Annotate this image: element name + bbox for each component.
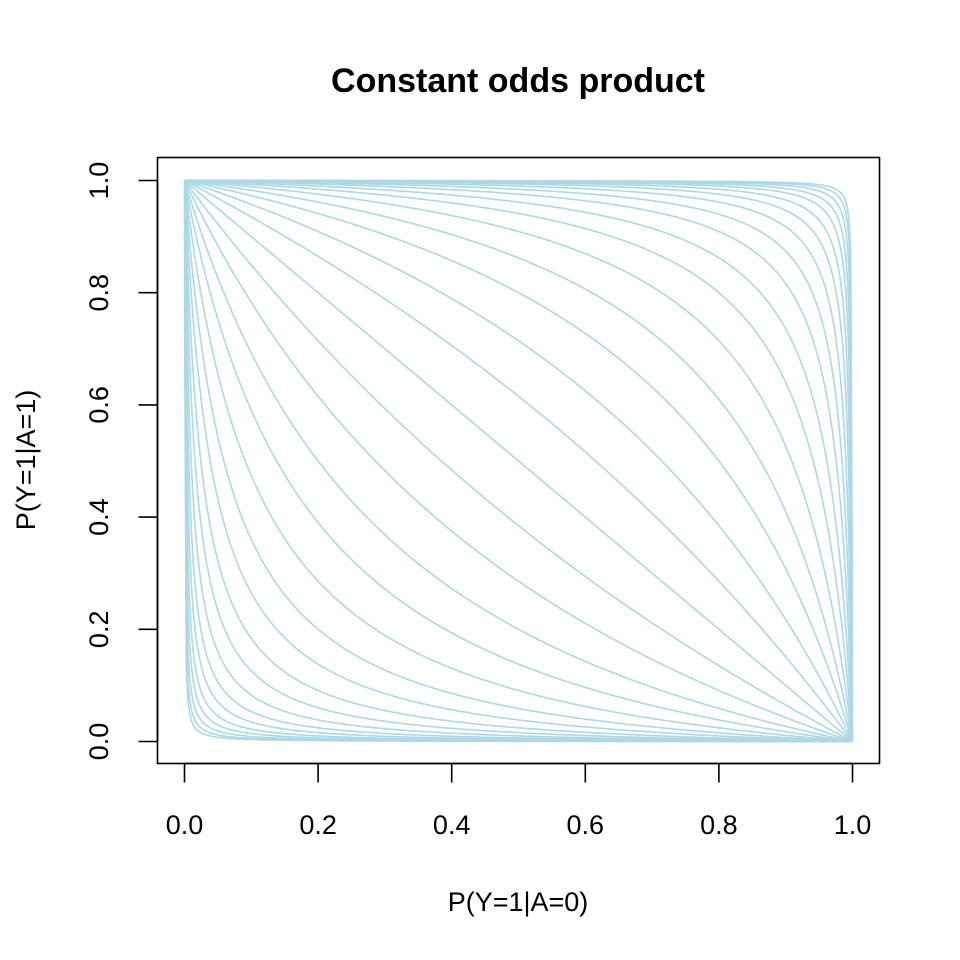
y-tick-label-4: 0.8 [84, 274, 114, 312]
x-axis: 0.0 0.2 0.4 0.6 0.8 1.0 [166, 762, 872, 840]
curve-20 [184, 179, 854, 742]
y-axis: 0.0 0.2 0.4 0.6 0.8 1.0 [84, 162, 159, 761]
y-tick-label-2: 0.4 [84, 498, 114, 536]
curve-2 [183, 231, 853, 743]
x-tick-label-2: 0.4 [433, 810, 471, 840]
curve-5 [183, 194, 853, 743]
curve-13 [183, 180, 853, 743]
curve-24 [184, 179, 854, 741]
curve-16 [183, 180, 853, 743]
x-tick-label-5: 1.0 [834, 810, 872, 840]
curve-33 [184, 179, 854, 665]
curve-29 [184, 179, 854, 728]
curve-28 [184, 179, 854, 733]
x-axis-label: P(Y=1|A=0) [448, 887, 589, 917]
x-tick-label-4: 0.8 [700, 810, 738, 840]
curve-34 [184, 179, 854, 630]
curve-10 [183, 181, 853, 743]
y-tick-label-1: 0.2 [84, 611, 114, 649]
x-tick-label-1: 0.2 [299, 810, 337, 840]
curve-21 [184, 179, 854, 742]
curve-30 [184, 179, 854, 720]
x-tick-label-0: 0.0 [166, 810, 204, 840]
curve-18 [184, 179, 854, 742]
curves-group [183, 179, 854, 743]
curve-12 [183, 180, 853, 743]
curve-17 [184, 179, 853, 743]
curve-4 [183, 202, 853, 743]
chart-title: Constant odds product [331, 62, 705, 100]
curve-19 [184, 179, 854, 742]
y-tick-label-3: 0.6 [84, 386, 114, 424]
curve-8 [183, 183, 853, 743]
curve-15 [183, 180, 853, 743]
curve-25 [184, 179, 854, 740]
y-tick-label-5: 1.0 [84, 162, 114, 200]
y-axis-label: P(Y=1|A=1) [11, 390, 41, 531]
curve-6 [183, 189, 853, 743]
curve-32 [184, 179, 854, 691]
curve-22 [184, 179, 854, 742]
x-tick-label-3: 0.6 [567, 810, 605, 840]
curve-0 [183, 292, 853, 743]
curve-1 [183, 257, 853, 743]
curve-23 [184, 179, 854, 741]
curve-9 [183, 182, 853, 743]
curve-14 [183, 180, 853, 743]
curve-11 [183, 181, 853, 743]
y-tick-label-0: 0.0 [84, 723, 114, 761]
